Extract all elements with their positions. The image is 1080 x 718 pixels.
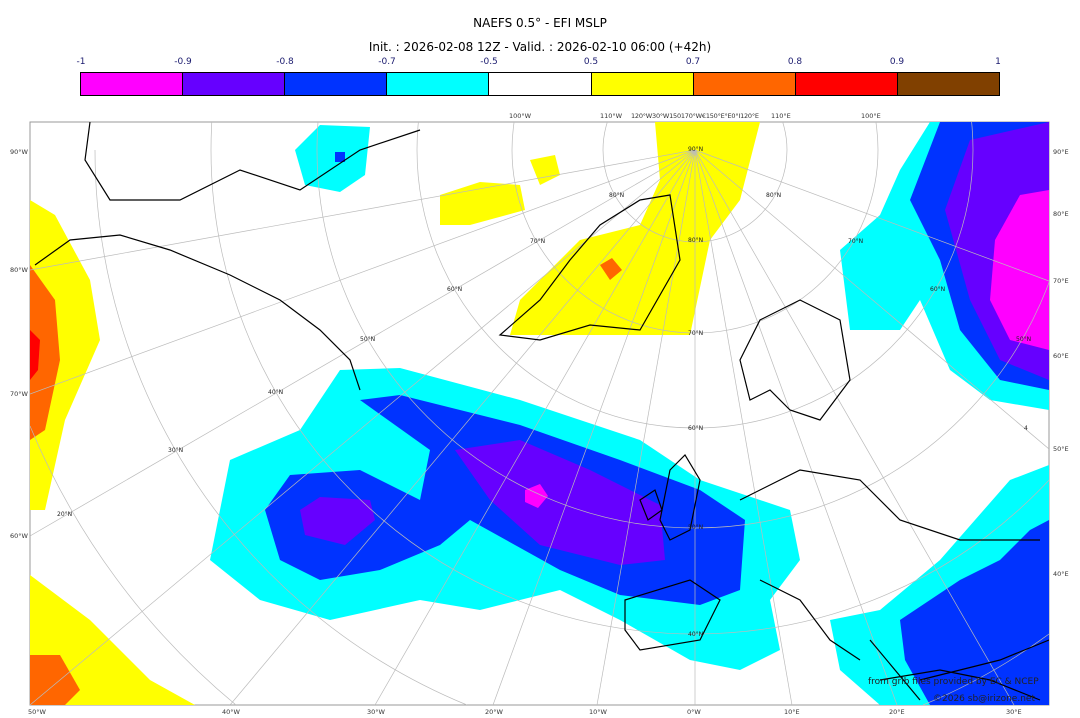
colorbar-swatch [183,73,286,95]
lat-label: 80°N [609,192,624,199]
lat-label: 60°N [447,286,462,293]
efi-orange-region [30,655,80,705]
lat-label: 30°N [168,447,183,454]
colorbar-tick: 0.5 [583,57,599,67]
efi-yellow-region [440,182,525,225]
axis-label: 10°W [589,708,608,716]
lat-label: 70°N [848,238,863,245]
colorbar-swatch [897,73,999,95]
colorbar-tick: 0.9 [889,57,905,67]
colorbar-tick: 0.7 [685,57,701,67]
colorbar-swatch [285,73,388,95]
efi-field [30,122,1049,705]
axis-label: 20°W [485,708,504,716]
efi-magenta-region [525,484,548,508]
colorbar-swatch [795,73,898,95]
axis-label: 110°E [771,112,791,120]
lat-label: 70°N [688,330,703,337]
axis-label: 90°E [1053,148,1069,156]
axis-label: 70°W [10,390,29,398]
lat-label: 4 [1024,425,1028,432]
axis-label: 80°W [10,266,29,274]
colorbar-tick: -0.8 [276,57,294,67]
colorbar-swatch [489,73,592,95]
efi-cyan-region [295,125,370,192]
efi-orange-region [30,265,60,440]
colorbar-swatch [81,73,184,95]
axis-label: 70°E [1053,277,1069,285]
axis-label: 30°W [367,708,386,716]
axis-label: 120°W30°W150170°W€150°E°E0°I120°E [631,112,759,120]
efi-orange-region [600,258,622,280]
lat-label: 40°N [688,631,703,638]
chart-subtitle: Init. : 2026-02-08 12Z - Valid. : 2026-0… [368,40,712,54]
copyright: ©2026 sb@irizone.net [933,694,1035,704]
source-credit: from grib files provided by EC & NCEP [868,677,1039,687]
efi-yellow-region [530,155,560,185]
efi-yellow-region [30,200,100,510]
efi-red-region [30,330,40,380]
axis-label: 0°W [687,708,701,716]
axis-label: 10°E [784,708,800,716]
axis-label: 20°E [889,708,905,716]
axis-label: 50°W [28,708,47,716]
coastlines [34,122,1049,701]
lat-label: 20°N [57,511,72,518]
colorbar-swatch [591,73,694,95]
efi-purple-region [455,440,665,565]
colorbar-tick: -0.5 [480,57,498,67]
axis-label: 110°W [600,112,623,120]
lat-label: 50°N [1016,336,1031,343]
colorbar-tick: -1 [76,57,86,67]
lat-label: 80°N [688,237,703,244]
lat-label: 70°N [530,238,545,245]
efi-yellow-region [30,575,195,705]
axis-label: 60°E [1053,352,1069,360]
axis-label: 50°E [1053,445,1069,453]
efi-blue-region [335,152,345,162]
lat-label: 90°N [688,146,703,153]
chart-title: NAEFS 0.5° - EFI MSLP [473,16,607,30]
lat-label: 80°N [766,192,781,199]
colorbar-tick: -0.9 [174,57,192,67]
graticule [30,122,1049,705]
lat-label: 50°N [688,524,703,531]
colorbar [80,72,1000,96]
lat-label: 60°N [688,425,703,432]
efi-blue-region [900,520,1049,705]
efi-yellow-region [510,122,760,335]
colorbar-swatch [387,73,490,95]
axis-label: 30°E [1006,708,1022,716]
axis-label: 100°E [861,112,881,120]
axis-label: 40°E [1053,570,1069,578]
lat-label: 50°N [360,336,375,343]
latitude-labels: 90°N 80°N 70°N 60°N 50°N 40°N 50°N 60°N … [57,146,1031,638]
axis-label: 40°W [222,708,241,716]
axis-label: 60°W [10,532,29,540]
colorbar-tick: 1 [995,57,1001,67]
colorbar-tick: 0.8 [787,57,803,67]
efi-purple-region [300,497,375,545]
lat-label: 60°N [930,286,945,293]
axis-label: 90°W [10,148,29,156]
colorbar-tick: -0.7 [378,57,396,67]
axis-label: 80°E [1053,210,1069,218]
lat-label: 40°N [268,389,283,396]
axis-label: 100°W [509,112,532,120]
colorbar-swatch [693,73,796,95]
